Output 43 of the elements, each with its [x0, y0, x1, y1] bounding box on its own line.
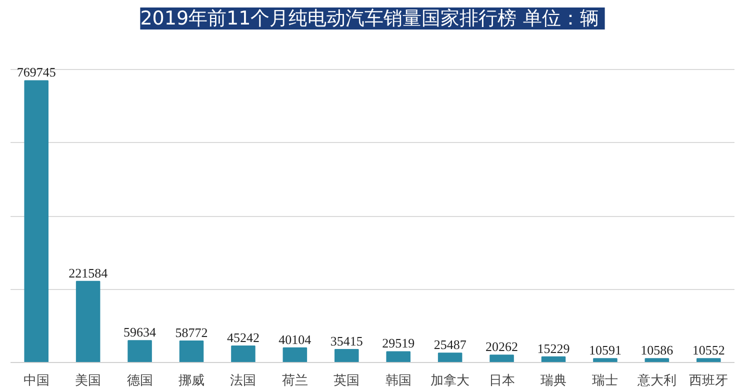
x-tick-label: 意大利: [636, 374, 676, 388]
data-label: 59634: [124, 324, 157, 340]
data-label: 769745: [16, 64, 56, 80]
x-tick-label: 德国: [126, 374, 153, 388]
bar: [386, 351, 410, 362]
data-label: 58772: [175, 324, 208, 340]
data-label: 221584: [68, 265, 108, 280]
bar: [179, 340, 204, 362]
bar: [231, 345, 256, 362]
x-tick-label: 法国: [230, 374, 256, 388]
x-tick-label: 瑞典: [540, 374, 566, 388]
data-label: 40104: [278, 332, 312, 347]
bar: [24, 80, 48, 362]
bar: [593, 358, 618, 362]
bar: [541, 356, 566, 362]
x-tick-label: 日本: [488, 374, 515, 388]
chart-title: 2019年前11个月纯电动汽车销量国家排行榜 单位：辆: [140, 8, 599, 30]
data-label: 10586: [640, 342, 674, 358]
x-tick-label: 中国: [23, 374, 50, 388]
data-label: 20262: [486, 339, 518, 354]
bar: [282, 347, 308, 362]
data-label: 25487: [434, 337, 467, 352]
x-tick-label: 瑞士: [592, 374, 618, 388]
bar: [644, 358, 670, 362]
x-tick-label: 西班牙: [689, 374, 728, 388]
bar: [490, 354, 514, 362]
data-label: 45242: [226, 330, 260, 345]
bar: [438, 352, 462, 362]
data-label: 29519: [382, 336, 415, 351]
data-label: 15229: [537, 340, 570, 356]
x-tick-label: 加拿大: [430, 374, 470, 388]
x-tick-label: 荷兰: [282, 374, 308, 388]
x-tick-label: 美国: [75, 372, 102, 388]
x-tick-label: 英国: [334, 374, 360, 388]
data-label: 10552: [692, 342, 725, 358]
data-label: 10591: [588, 342, 622, 358]
bar: [76, 280, 100, 362]
x-tick-label: 挪威: [178, 374, 204, 388]
bar: [696, 358, 721, 362]
data-label: 35415: [330, 334, 363, 349]
x-tick-label: 韩国: [385, 374, 412, 388]
bar: [128, 340, 152, 362]
bar: [334, 349, 359, 362]
